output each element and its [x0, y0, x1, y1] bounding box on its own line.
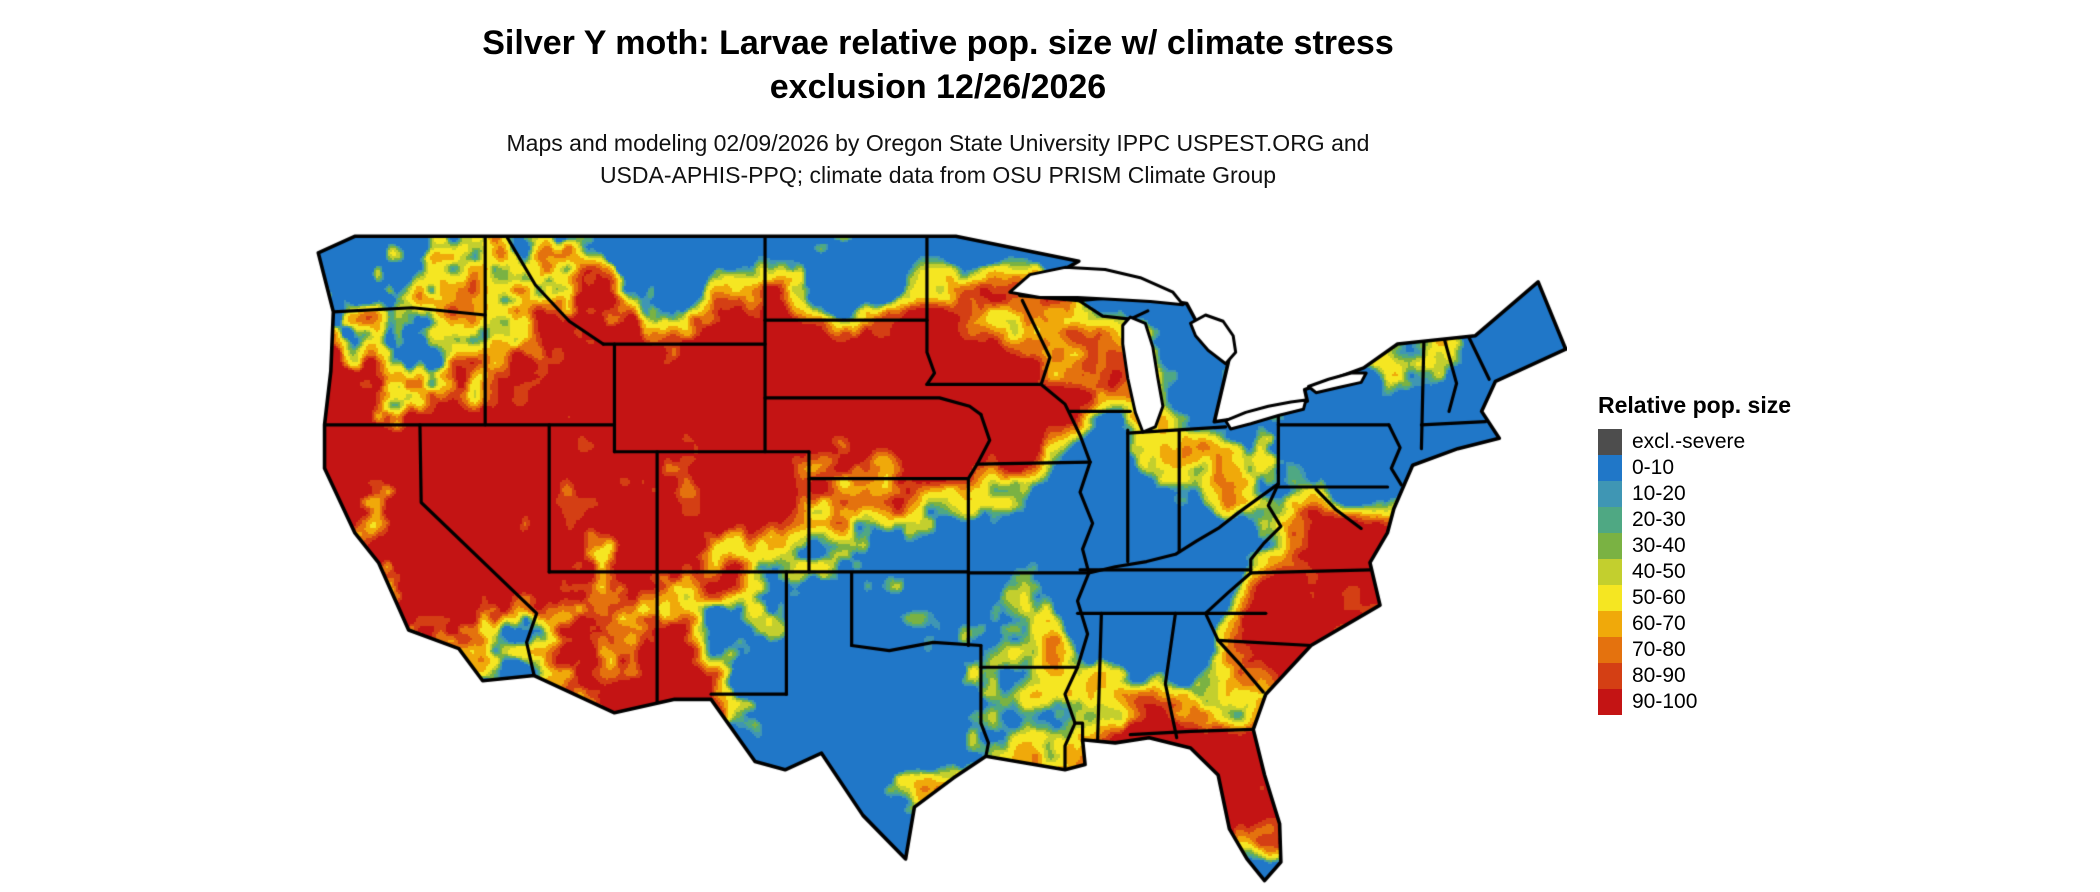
legend-item: 80-90 — [1598, 663, 1791, 689]
legend-item: 40-50 — [1598, 559, 1791, 585]
legend-swatch — [1598, 455, 1622, 481]
legend-swatch — [1598, 533, 1622, 559]
legend-item: 10-20 — [1598, 481, 1791, 507]
legend-item-label: 30-40 — [1632, 534, 1686, 557]
legend-item: 90-100 — [1598, 689, 1791, 715]
legend-item: excl.-severe — [1598, 429, 1791, 455]
title-line-1: Silver Y moth: Larvae relative pop. size… — [482, 24, 1394, 62]
legend-item-label: 10-20 — [1632, 482, 1686, 505]
legend-item-label: 70-80 — [1632, 638, 1686, 661]
legend-item: 30-40 — [1598, 533, 1791, 559]
legend-swatch — [1598, 559, 1622, 585]
legend-title: Relative pop. size — [1598, 392, 1792, 418]
legend-item-label: 90-100 — [1632, 690, 1698, 713]
us-map-canvas — [312, 228, 1567, 891]
legend-item-label: excl.-severe — [1632, 430, 1746, 453]
legend-item-label: 80-90 — [1632, 664, 1686, 687]
legend-swatch — [1598, 611, 1622, 637]
legend-swatch — [1598, 429, 1622, 455]
map-header: Silver Y moth: Larvae relative pop. size… — [0, 22, 1876, 191]
legend-item: 60-70 — [1598, 611, 1791, 637]
legend-swatch — [1598, 663, 1622, 689]
subtitle-line-1: Maps and modeling 02/09/2026 by Oregon S… — [506, 130, 1370, 157]
legend-item-label: 60-70 — [1632, 612, 1686, 635]
page-title: Silver Y moth: Larvae relative pop. size… — [0, 22, 1876, 109]
legend-item: 20-30 — [1598, 507, 1791, 533]
legend-swatch — [1598, 585, 1622, 611]
legend-item-label: 40-50 — [1632, 560, 1686, 583]
legend-item-label: 0-10 — [1632, 456, 1675, 479]
legend-swatch — [1598, 507, 1622, 533]
legend-item: 50-60 — [1598, 585, 1791, 611]
legend: Relative pop. size excl.-severe 0-10 10-20… — [1598, 392, 1791, 715]
subtitle-line-2: USDA-APHIS-PPQ; climate data from OSU PR… — [599, 162, 1277, 189]
legend-item-label: 50-60 — [1632, 586, 1686, 609]
legend-item: 0-10 — [1598, 455, 1791, 481]
legend-items: excl.-severe 0-10 10-20 20-30 30-40 40-50 50-6… — [1598, 429, 1791, 715]
legend-swatch — [1598, 481, 1622, 507]
legend-item-label: 20-30 — [1632, 508, 1686, 531]
title-line-2: exclusion 12/26/2026 — [769, 67, 1107, 106]
legend-swatch — [1598, 637, 1622, 663]
legend-item: 70-80 — [1598, 637, 1791, 663]
legend-swatch — [1598, 689, 1622, 715]
map-attribution: Maps and modeling 02/09/2026 by Oregon S… — [0, 127, 1876, 191]
